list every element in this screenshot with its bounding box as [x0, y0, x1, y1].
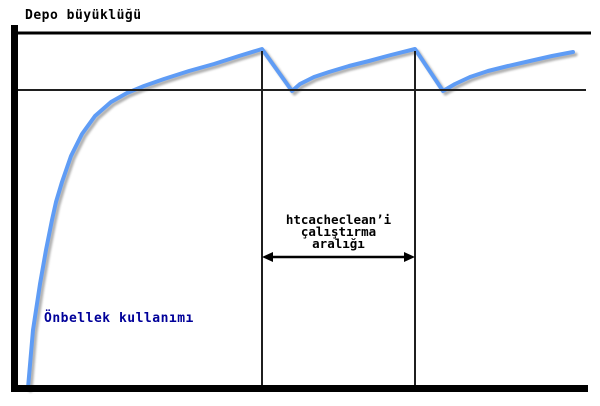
arrowhead-left-icon: [262, 252, 273, 262]
annotation-line-3: aralığı: [312, 236, 365, 251]
curve-label: Önbellek kullanımı: [44, 311, 194, 326]
annotation-line-1: htcacheclean’i: [285, 212, 392, 227]
curve-line: [26, 47, 575, 390]
annotation-line-2: çalıştırma: [300, 224, 377, 239]
interval-arrow: [262, 252, 415, 262]
reference-lines: [18, 31, 591, 385]
curve-shadow: [28, 49, 578, 393]
arrowhead-right-icon: [404, 252, 415, 262]
x-axis: [11, 385, 588, 392]
axes: [11, 25, 588, 392]
cache-usage-curve: [26, 47, 578, 393]
y-axis-label: Depo büyüklüğü: [25, 8, 142, 23]
htcacheclean-annotation: htcacheclean’i çalıştırma aralığı: [262, 212, 415, 251]
y-axis: [11, 25, 18, 392]
